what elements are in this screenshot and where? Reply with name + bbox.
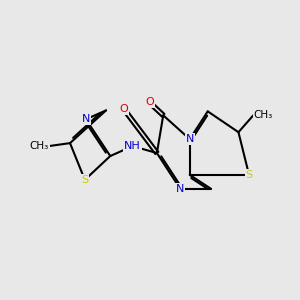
Text: N: N [176,184,184,194]
Text: CH₃: CH₃ [253,110,272,120]
Text: CH₃: CH₃ [30,141,49,151]
Text: S: S [245,170,253,180]
Text: S: S [81,175,88,185]
Text: N: N [82,114,90,124]
Text: O: O [145,98,154,107]
Text: NH: NH [124,141,141,151]
Text: N: N [185,134,194,144]
Text: O: O [120,104,128,114]
